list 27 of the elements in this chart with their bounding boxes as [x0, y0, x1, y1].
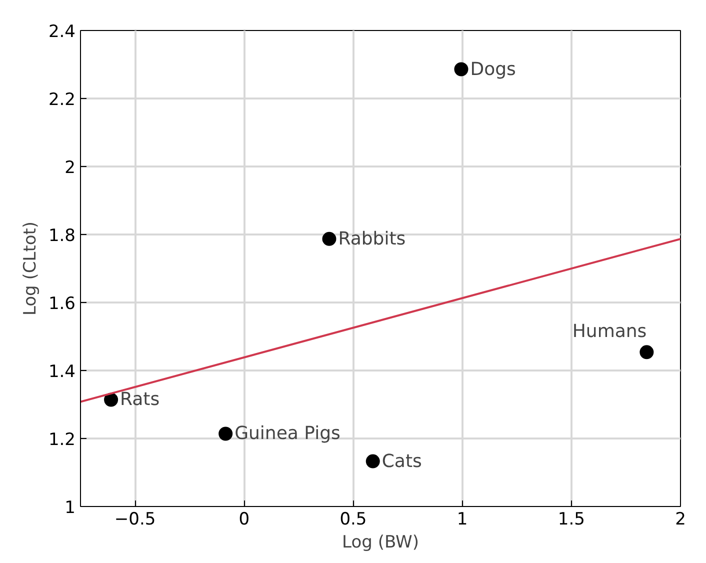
y-tick-label: 2.4	[48, 22, 76, 42]
point	[366, 454, 380, 468]
x-tick-label: 1	[456, 510, 468, 530]
x-tick-label: −0.5	[114, 510, 156, 530]
x-tick-label: 2	[675, 510, 686, 530]
annotation: Rabbits	[338, 228, 406, 250]
annotation: Rats	[120, 389, 160, 410]
x-axis-title: Log (BW)	[342, 532, 419, 552]
y-tick-label: 1.6	[48, 294, 76, 314]
point	[640, 345, 654, 360]
y-tick-label: 1.4	[48, 362, 76, 382]
annotation: Humans	[572, 321, 647, 342]
x-tick-label: 0.5	[340, 510, 367, 530]
point	[218, 426, 233, 441]
point	[322, 232, 336, 246]
point	[104, 392, 118, 407]
y-tick-label: 2	[64, 158, 76, 178]
y-tick-label: 1.8	[48, 226, 76, 246]
annotation: Cats	[382, 450, 422, 472]
point	[454, 62, 468, 76]
y-tick-label: 2.2	[48, 90, 76, 110]
x-tick-label: 1.5	[558, 510, 585, 530]
x-tick-label: 0	[238, 510, 250, 530]
y-tick-label: 1.2	[48, 430, 76, 450]
y-axis-title: Log (CLtot)	[20, 221, 40, 316]
annotation: Guinea Pigs	[234, 423, 340, 444]
annotation: Dogs	[470, 58, 516, 80]
